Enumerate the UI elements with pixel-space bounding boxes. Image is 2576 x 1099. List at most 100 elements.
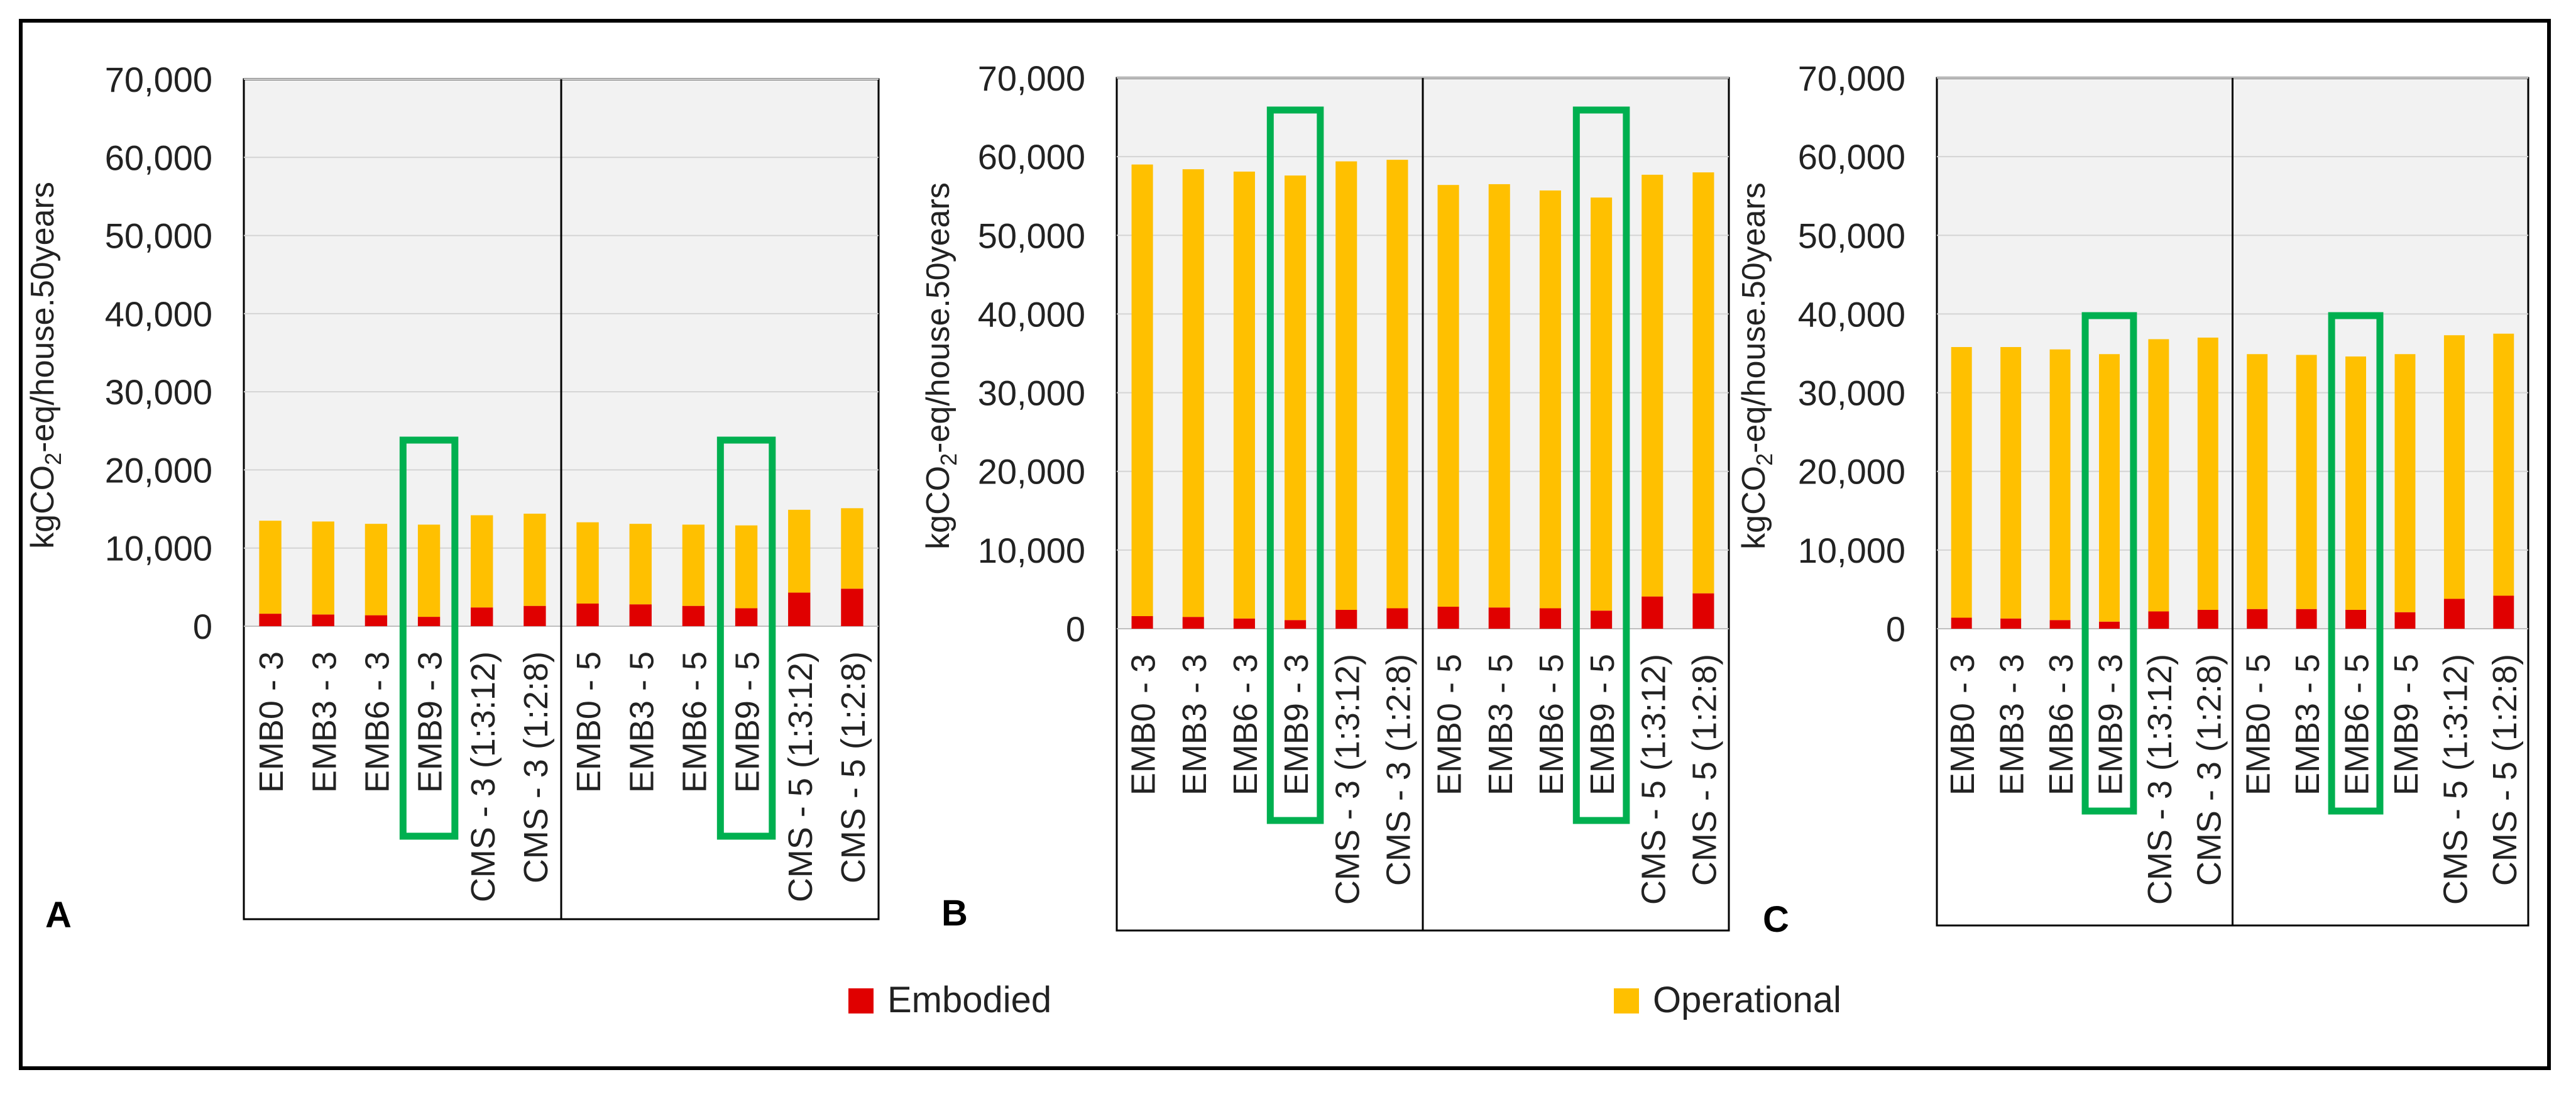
y-tick-label: 40,000 (1798, 294, 1905, 334)
x-tick-label: EMB3 - 3 (305, 651, 343, 793)
bar-operational (1692, 172, 1714, 594)
bar-operational (1285, 175, 1307, 621)
bar-operational (1437, 185, 1459, 607)
x-tick-label: EMB3 - 3 (1993, 654, 2031, 795)
x-tick-label: CMS - 3 (1:3:12) (464, 651, 502, 902)
bar-operational (1131, 164, 1153, 616)
bar-operational (523, 514, 546, 606)
y-tick-label: 60,000 (978, 137, 1085, 177)
y-tick-label: 50,000 (1798, 216, 1905, 255)
bar-embodied (2247, 609, 2268, 629)
y-tick-label: 50,000 (978, 216, 1085, 255)
bar-operational (259, 521, 282, 614)
bar-embodied (471, 607, 493, 626)
bar-operational (364, 524, 388, 616)
bar-operational (2296, 355, 2317, 609)
highlight-box (716, 436, 776, 840)
bar-embodied (1488, 607, 1510, 629)
bar-operational (2493, 333, 2514, 596)
bar-embodied (2493, 595, 2514, 629)
bar-operational (1539, 190, 1561, 609)
bar-operational (2197, 337, 2218, 610)
bar-embodied (2049, 620, 2071, 629)
bar-operational (1591, 197, 1613, 611)
legend-swatch-operational (1614, 988, 1639, 1013)
bar-operational (629, 524, 652, 605)
x-tick-label: EMB9 - 3 (1278, 654, 1315, 795)
x-tick-label: EMB0 - 3 (253, 651, 290, 793)
y-axis-title: kgCO2-eq/house.50years (25, 182, 66, 549)
legend-label-embodied: Embodied (887, 980, 1051, 1020)
x-tick-label: EMB6 - 3 (1227, 654, 1264, 795)
bar-operational (1335, 161, 1357, 610)
x-tick-label: EMB6 - 5 (676, 651, 713, 793)
y-tick-label: 20,000 (105, 450, 212, 490)
x-tick-label: CMS - 3 (1:3:12) (2141, 654, 2179, 905)
y-tick-label: 40,000 (978, 294, 1085, 334)
bar-embodied (2345, 609, 2367, 629)
y-tick-label: 70,000 (1798, 58, 1905, 98)
x-tick-label: EMB9 - 3 (412, 651, 449, 793)
bar-operational (2247, 354, 2268, 609)
chart-panel-c: 0 10,000 20,000 30,000 40,000 50,000 60,000 70,… (1736, 58, 2529, 940)
bar-operational (788, 509, 811, 593)
bar-embodied (364, 615, 388, 626)
bar-operational (417, 524, 441, 617)
x-tick-label: CMS - 3 (1:3:12) (1329, 654, 1366, 905)
bar-embodied (1642, 596, 1663, 629)
y-tick-label: 10,000 (105, 529, 212, 568)
x-tick-label: CMS - 5 (1:2:8) (1685, 654, 1723, 886)
x-tick-label: CMS - 5 (1:2:8) (835, 651, 872, 883)
panel-label: A (45, 895, 72, 936)
x-tick-label: EMB6 - 3 (2042, 654, 2080, 795)
x-tick-label: EMB0 - 3 (1125, 654, 1163, 795)
bar-embodied (788, 592, 811, 626)
bar-embodied (1386, 608, 1408, 629)
bar-embodied (2443, 599, 2465, 629)
chart-panel-b: 0 10,000 20,000 30,000 40,000 50,000 60,000 70,… (920, 58, 1730, 934)
y-tick-label: 30,000 (105, 372, 212, 412)
y-tick-label: 60,000 (105, 138, 212, 177)
bar-embodied (735, 608, 758, 626)
bar-embodied (1182, 617, 1204, 629)
bar-embodied (841, 588, 863, 626)
bar-operational (1488, 184, 1510, 608)
bar-operational (682, 524, 705, 606)
bar-embodied (2000, 618, 2022, 629)
legend-label-operational: Operational (1653, 980, 1841, 1020)
bar-operational (2000, 346, 2022, 619)
x-tick-label: EMB0 - 5 (570, 651, 608, 793)
bar-operational (735, 525, 758, 609)
bar-embodied (1335, 609, 1357, 629)
bar-embodied (2394, 612, 2416, 629)
bar-operational (841, 508, 863, 589)
bar-embodied (629, 604, 652, 626)
bar-embodied (1692, 593, 1714, 629)
bar-operational (471, 515, 493, 608)
bar-embodied (312, 614, 334, 626)
x-tick-label: EMB6 - 3 (358, 651, 396, 793)
highlight-box (1266, 106, 1324, 824)
bar-operational (1233, 171, 1255, 619)
legend: Embodied Operational (848, 980, 1841, 1020)
bar-embodied (1951, 617, 1972, 629)
y-axis-title: kgCO2-eq/house.50years (920, 182, 962, 550)
bar-embodied (417, 617, 441, 626)
x-tick-label: CMS - 5 (1:3:12) (1635, 654, 1672, 905)
bar-operational (1386, 160, 1408, 609)
legend-swatch-embodied (848, 988, 874, 1013)
bar-embodied (682, 605, 705, 626)
bar-operational (312, 521, 334, 615)
x-tick-label: CMS - 5 (1:3:12) (2436, 654, 2474, 905)
x-tick-label: EMB6 - 5 (1533, 654, 1570, 795)
x-tick-label: EMB0 - 3 (1944, 654, 1981, 795)
panel-label: C (1763, 899, 1789, 940)
y-axis-title: kgCO2-eq/house.50years (1736, 182, 1777, 550)
x-tick-label: EMB9 - 5 (729, 651, 767, 793)
highlight-box (399, 436, 459, 840)
y-tick-label: 70,000 (105, 60, 212, 99)
x-tick-label: EMB3 - 5 (1482, 654, 1520, 795)
x-tick-label: EMB9 - 5 (1584, 654, 1621, 795)
chart-panel-a: 0 10,000 20,000 30,000 40,000 50,000 60,000 70,… (25, 60, 880, 936)
bar-embodied (2197, 609, 2218, 629)
